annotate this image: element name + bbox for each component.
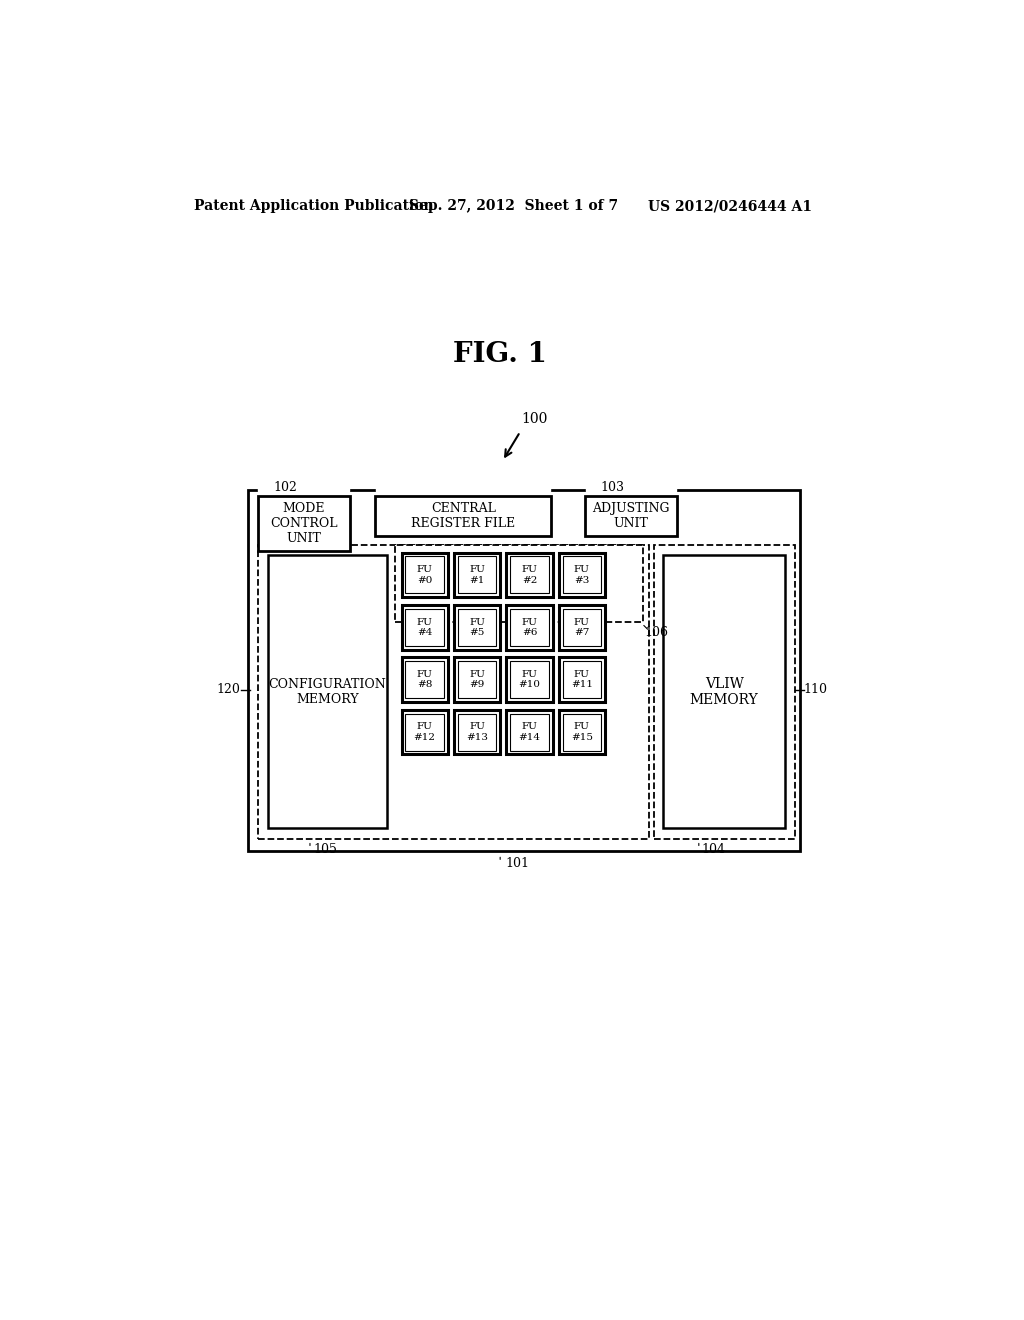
Text: Sep. 27, 2012  Sheet 1 of 7: Sep. 27, 2012 Sheet 1 of 7 — [410, 199, 618, 213]
Text: FU
#8: FU #8 — [417, 671, 432, 689]
Bar — [248, 490, 801, 851]
Bar — [454, 605, 500, 649]
Text: FU
#2: FU #2 — [521, 565, 538, 585]
Bar — [458, 714, 497, 751]
Text: 110: 110 — [804, 684, 827, 696]
Bar — [267, 554, 387, 829]
Text: FU
#10: FU #10 — [518, 671, 541, 689]
Bar — [562, 557, 601, 594]
Bar — [559, 657, 605, 702]
Text: ADJUSTING
UNIT: ADJUSTING UNIT — [592, 502, 670, 529]
Bar — [562, 609, 601, 645]
Bar — [559, 605, 605, 649]
Bar — [562, 661, 601, 698]
Text: 105: 105 — [313, 843, 337, 857]
Text: FU
#3: FU #3 — [573, 565, 590, 585]
Bar — [510, 714, 549, 751]
Text: CENTRAL
REGISTER FILE: CENTRAL REGISTER FILE — [412, 502, 515, 529]
Bar — [458, 557, 497, 594]
Bar — [258, 496, 350, 552]
Bar — [454, 710, 500, 755]
Bar — [506, 553, 553, 598]
Bar — [510, 557, 549, 594]
Bar — [406, 661, 444, 698]
Text: VLIW
MEMORY: VLIW MEMORY — [690, 677, 759, 706]
Bar — [458, 609, 497, 645]
Bar — [562, 714, 601, 751]
Text: FU
#5: FU #5 — [469, 618, 485, 638]
Text: 102: 102 — [273, 482, 297, 495]
Text: FU
#12: FU #12 — [414, 722, 435, 742]
Bar — [585, 496, 677, 536]
Text: Patent Application Publication: Patent Application Publication — [194, 199, 433, 213]
Bar — [506, 710, 553, 755]
Text: 106: 106 — [645, 626, 669, 639]
Text: FU
#6: FU #6 — [521, 618, 538, 638]
Bar — [401, 553, 447, 598]
Text: 103: 103 — [600, 482, 625, 495]
Bar — [406, 714, 444, 751]
Bar — [454, 553, 500, 598]
Bar — [559, 553, 605, 598]
Bar — [654, 545, 795, 840]
Bar — [258, 545, 649, 840]
Text: FU
#1: FU #1 — [469, 565, 485, 585]
Text: US 2012/0246444 A1: US 2012/0246444 A1 — [648, 199, 812, 213]
Text: FU
#15: FU #15 — [570, 722, 593, 742]
Bar — [406, 609, 444, 645]
Bar — [401, 657, 447, 702]
Bar — [401, 605, 447, 649]
Bar — [458, 661, 497, 698]
Bar — [510, 661, 549, 698]
Bar — [506, 605, 553, 649]
Bar — [406, 557, 444, 594]
Bar — [559, 710, 605, 755]
Bar — [376, 496, 551, 536]
Bar — [510, 609, 549, 645]
Text: 101: 101 — [506, 857, 529, 870]
Bar — [454, 657, 500, 702]
Bar — [395, 545, 643, 622]
Text: 120: 120 — [216, 684, 240, 696]
Text: MODE
CONTROL
UNIT: MODE CONTROL UNIT — [270, 502, 338, 545]
Text: FU
#14: FU #14 — [518, 722, 541, 742]
Bar — [664, 554, 785, 829]
Text: FU
#0: FU #0 — [417, 565, 432, 585]
Text: FU
#9: FU #9 — [469, 671, 485, 689]
Text: 100: 100 — [521, 412, 548, 426]
Text: FU
#11: FU #11 — [570, 671, 593, 689]
Text: FU
#13: FU #13 — [466, 722, 488, 742]
Text: 104: 104 — [701, 843, 726, 857]
Text: FU
#4: FU #4 — [417, 618, 432, 638]
Text: CONFIGURATION
MEMORY: CONFIGURATION MEMORY — [268, 677, 386, 706]
Text: FIG. 1: FIG. 1 — [454, 342, 547, 368]
Text: FU
#7: FU #7 — [573, 618, 590, 638]
Bar — [401, 710, 447, 755]
Bar — [506, 657, 553, 702]
